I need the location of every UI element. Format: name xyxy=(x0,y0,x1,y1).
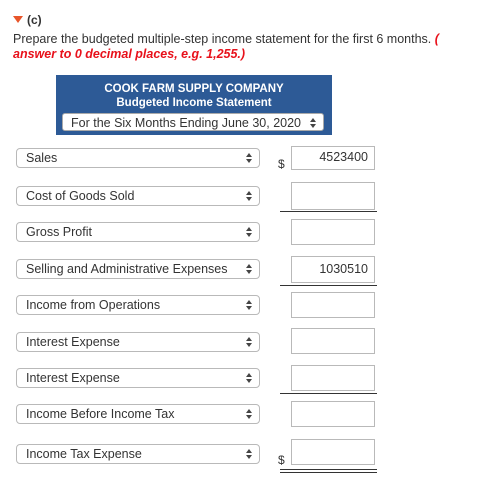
select-arrows-icon xyxy=(246,264,253,274)
row-select-label: Cost of Goods Sold xyxy=(26,189,135,203)
select-arrows-icon xyxy=(246,153,253,163)
row-select-selling-admin[interactable]: Selling and Administrative Expenses xyxy=(16,259,260,279)
part-label[interactable]: (c) xyxy=(13,13,42,27)
select-arrows-icon xyxy=(246,300,253,310)
total-double-rule xyxy=(280,469,377,473)
row-select-interest-expense-2[interactable]: Interest Expense xyxy=(16,368,260,388)
select-arrows-icon xyxy=(246,449,253,459)
row-select-gross-profit[interactable]: Gross Profit xyxy=(16,222,260,242)
row-select-label: Gross Profit xyxy=(26,225,92,239)
row-select-cogs[interactable]: Cost of Goods Sold xyxy=(16,186,260,206)
instruction-text: Prepare the budgeted multiple-step incom… xyxy=(13,32,432,46)
amount-input-income-operations[interactable] xyxy=(291,292,375,318)
row-select-label: Selling and Administrative Expenses xyxy=(26,262,228,276)
select-arrows-icon xyxy=(246,337,253,347)
select-arrows-icon xyxy=(246,227,253,237)
period-select-value: For the Six Months Ending June 30, 2020 xyxy=(71,116,302,130)
row-select-label: Income Tax Expense xyxy=(26,447,142,461)
row-select-income-operations[interactable]: Income from Operations xyxy=(16,295,260,315)
statement-title: Budgeted Income Statement xyxy=(116,97,272,109)
instruction-note: answer to 0 decimal places, e.g. 1,255.) xyxy=(13,47,246,61)
amount-input-interest-expense-1[interactable] xyxy=(291,328,375,354)
amount-input-interest-expense-2[interactable] xyxy=(291,365,375,391)
select-arrows-icon xyxy=(246,409,253,419)
row-select-label: Interest Expense xyxy=(26,371,120,385)
subtotal-rule xyxy=(280,285,377,286)
amount-input-cogs[interactable] xyxy=(291,182,375,210)
select-arrows-icon xyxy=(310,118,317,128)
row-select-income-before-tax[interactable]: Income Before Income Tax xyxy=(16,404,260,424)
amount-input-sales[interactable]: 4523400 xyxy=(291,146,375,170)
subtotal-rule xyxy=(280,393,377,394)
dollar-sign: $ xyxy=(278,453,285,467)
row-select-label: Income from Operations xyxy=(26,298,161,312)
row-select-label: Income Before Income Tax xyxy=(26,407,175,421)
dollar-sign: $ xyxy=(278,157,285,171)
row-select-label: Sales xyxy=(26,151,58,165)
instruction-paren: ( xyxy=(434,32,439,46)
company-name: COOK FARM SUPPLY COMPANY xyxy=(104,83,284,95)
amount-input-income-before-tax[interactable] xyxy=(291,401,375,427)
amount-input-gross-profit[interactable] xyxy=(291,219,375,245)
row-select-income-tax-expense[interactable]: Income Tax Expense xyxy=(16,444,260,464)
subtotal-rule xyxy=(280,211,377,212)
select-arrows-icon xyxy=(246,373,253,383)
row-select-sales[interactable]: Sales xyxy=(16,148,260,168)
collapse-triangle-icon[interactable] xyxy=(13,16,23,23)
select-arrows-icon xyxy=(246,191,253,201)
instructions: Prepare the budgeted multiple-step incom… xyxy=(13,32,488,62)
statement-header: COOK FARM SUPPLY COMPANY Budgeted Income… xyxy=(56,75,332,135)
period-select[interactable]: For the Six Months Ending June 30, 2020 xyxy=(62,113,324,131)
row-select-interest-expense-1[interactable]: Interest Expense xyxy=(16,332,260,352)
row-select-label: Interest Expense xyxy=(26,335,120,349)
amount-input-income-tax-expense[interactable] xyxy=(291,439,375,465)
amount-input-selling-admin[interactable]: 1030510 xyxy=(291,256,375,283)
